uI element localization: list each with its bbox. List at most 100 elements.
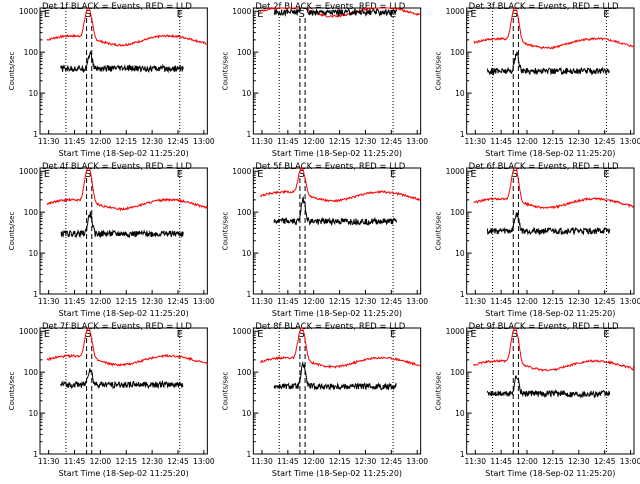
y-tick-label: 1 <box>33 130 38 139</box>
x-tick-label: 11:45 <box>490 297 512 306</box>
x-tick-label: 11:45 <box>64 297 86 306</box>
x-tick-label: 12:30 <box>568 457 590 466</box>
lld-series-line <box>473 7 635 50</box>
plot-frame <box>466 167 635 295</box>
segment-marker: S <box>298 9 304 20</box>
x-tick-label: 13:00 <box>620 137 640 146</box>
x-tick-label: 11:30 <box>38 137 60 146</box>
y-tick-label: 1 <box>247 450 252 459</box>
x-tick-label: 12:15 <box>115 297 137 306</box>
y-axis-label: Counts/sec <box>221 52 229 91</box>
y-tick-label: 1 <box>460 290 465 299</box>
events-series-line <box>273 361 397 391</box>
y-tick-label: 100 <box>24 368 39 377</box>
x-tick-label: 12:00 <box>303 297 325 306</box>
x-tick-label: 12:15 <box>329 137 351 146</box>
x-tick-label: 12:30 <box>355 457 377 466</box>
segment-marker: E <box>603 329 609 340</box>
y-axis-label: Counts/sec <box>435 212 443 251</box>
panel-det-5: Det 5f BLACK = Events, RED = LLD Counts/s… <box>221 162 428 318</box>
x-tick-label: 11:30 <box>38 457 60 466</box>
lld-series-line <box>260 327 422 370</box>
segment-marker: S <box>298 169 304 180</box>
y-tick-label: 1000 <box>446 7 465 16</box>
segment-marker: E <box>257 169 263 180</box>
y-tick-label: 1000 <box>232 167 251 176</box>
x-tick-label: 13:00 <box>406 297 428 306</box>
x-tick-label: 12:15 <box>329 457 351 466</box>
panel-title: Det 7f BLACK = Events, RED = LLD <box>42 322 192 332</box>
x-tick-label: 11:45 <box>64 457 86 466</box>
x-tick-label: 11:45 <box>277 457 299 466</box>
x-tick-label: 13:00 <box>406 457 428 466</box>
segment-marker: E <box>257 9 263 20</box>
segment-marker: E <box>470 9 476 20</box>
x-tick-label: 12:15 <box>542 297 564 306</box>
x-tick-label: 12:30 <box>568 297 590 306</box>
x-axis-label: Start Time (18-Sep-02 11:25:20) <box>59 469 189 478</box>
x-tick-label: 11:45 <box>277 297 299 306</box>
y-axis-label: Counts/sec <box>435 52 443 91</box>
x-axis-label: Start Time (18-Sep-02 11:25:20) <box>272 469 402 478</box>
panel-det-8: Det 8f BLACK = Events, RED = LLD Counts/s… <box>221 322 428 478</box>
y-axis-label: Counts/sec <box>8 372 16 411</box>
y-tick-label: 100 <box>237 208 252 217</box>
y-tick-label: 1 <box>33 450 38 459</box>
segment-marker: E <box>177 329 183 340</box>
segment-marker: E <box>390 169 396 180</box>
y-tick-label: 1 <box>460 130 465 139</box>
x-tick-label: 12:00 <box>90 297 112 306</box>
segment-marker: S <box>85 169 91 180</box>
y-tick-label: 100 <box>237 368 252 377</box>
y-tick-label: 100 <box>450 368 465 377</box>
segment-marker: E <box>603 9 609 20</box>
x-tick-label: 12:30 <box>141 297 163 306</box>
x-tick-label: 12:15 <box>542 457 564 466</box>
x-tick-label: 12:00 <box>516 457 538 466</box>
y-tick-label: 1 <box>33 290 38 299</box>
y-tick-label: 1000 <box>232 7 251 16</box>
x-tick-label: 12:15 <box>542 137 564 146</box>
y-axis-label: Counts/sec <box>221 372 229 411</box>
events-series-line <box>273 195 397 226</box>
lld-series-line <box>259 6 422 18</box>
y-tick-label: 10 <box>28 249 38 258</box>
y-tick-label: 1000 <box>19 327 38 336</box>
x-tick-label: 12:15 <box>329 297 351 306</box>
y-tick-label: 10 <box>28 89 38 98</box>
panel-title: Det 1f BLACK = Events, RED = LLD <box>42 2 192 12</box>
x-tick-label: 11:30 <box>251 297 273 306</box>
segment-marker: E <box>44 169 50 180</box>
x-tick-label: 12:30 <box>141 457 163 466</box>
y-tick-label: 10 <box>455 409 465 418</box>
segment-marker: E <box>470 329 476 340</box>
x-tick-label: 11:30 <box>464 297 486 306</box>
x-axis-label: Start Time (18-Sep-02 11:25:20) <box>272 309 402 318</box>
panel-det-3: Det 3f BLACK = Events, RED = LLD Counts/s… <box>435 2 640 158</box>
x-tick-label: 11:30 <box>251 457 273 466</box>
x-tick-label: 12:00 <box>303 137 325 146</box>
events-series-line <box>486 51 611 76</box>
plot-frame <box>39 327 208 455</box>
panel-title: Det 5f BLACK = Events, RED = LLD <box>255 162 405 172</box>
y-axis-label: Counts/sec <box>8 212 16 251</box>
events-series-line <box>486 375 611 399</box>
segment-marker: E <box>44 329 50 340</box>
segment-marker: E <box>257 329 263 340</box>
plot-frame <box>252 327 422 455</box>
segment-marker: E <box>390 9 396 20</box>
y-tick-label: 1000 <box>446 327 465 336</box>
segment-marker: S <box>512 9 518 20</box>
events-series-line <box>60 368 184 390</box>
panel-title: Det 6f BLACK = Events, RED = LLD <box>469 162 619 172</box>
y-tick-label: 10 <box>242 249 252 258</box>
lld-series-line <box>473 167 635 210</box>
plot-frame <box>252 167 422 295</box>
y-tick-label: 1 <box>460 450 465 459</box>
y-tick-label: 1000 <box>446 167 465 176</box>
lld-series-line <box>46 7 208 47</box>
segment-marker: S <box>512 169 518 180</box>
x-tick-label: 12:15 <box>115 137 137 146</box>
plot-frame <box>466 7 635 135</box>
segment-marker: E <box>44 9 50 20</box>
